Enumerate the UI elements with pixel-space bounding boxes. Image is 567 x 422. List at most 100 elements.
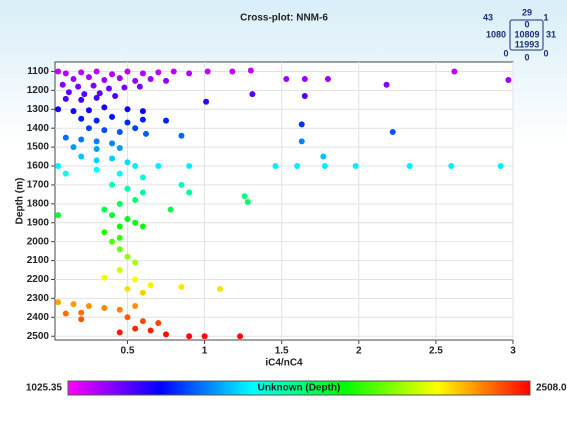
point bbox=[78, 153, 85, 160]
point bbox=[101, 76, 108, 83]
point bbox=[204, 68, 211, 75]
count: 31 bbox=[546, 29, 556, 39]
point bbox=[132, 197, 139, 204]
point bbox=[389, 128, 396, 135]
point bbox=[229, 68, 236, 75]
point bbox=[93, 138, 100, 145]
point bbox=[78, 115, 85, 122]
colorbar bbox=[67, 380, 531, 396]
point bbox=[186, 70, 193, 77]
point bbox=[406, 163, 413, 170]
count: 1 bbox=[543, 12, 548, 22]
point bbox=[90, 82, 97, 89]
point bbox=[139, 318, 146, 325]
point bbox=[448, 163, 455, 170]
point bbox=[294, 163, 301, 170]
count: 0 bbox=[543, 48, 548, 58]
point bbox=[178, 181, 185, 188]
point bbox=[155, 69, 162, 76]
point bbox=[55, 212, 62, 219]
point bbox=[109, 140, 116, 147]
point bbox=[109, 212, 116, 219]
point bbox=[167, 206, 174, 213]
counts-box bbox=[509, 19, 544, 51]
point bbox=[186, 189, 193, 196]
point bbox=[139, 108, 146, 115]
point bbox=[85, 125, 92, 132]
x-tick-label: 1.5 bbox=[275, 346, 289, 357]
point bbox=[116, 145, 123, 152]
point bbox=[147, 327, 154, 334]
point bbox=[62, 70, 69, 77]
count: 0 bbox=[503, 48, 508, 58]
point bbox=[178, 284, 185, 291]
point bbox=[78, 316, 85, 323]
point bbox=[105, 85, 112, 92]
point bbox=[241, 193, 248, 200]
point bbox=[93, 145, 100, 152]
point bbox=[132, 276, 139, 283]
point bbox=[147, 76, 154, 83]
point bbox=[78, 309, 85, 316]
colorbar-min: 1025.35 bbox=[26, 383, 63, 394]
point bbox=[244, 198, 251, 205]
point bbox=[132, 325, 139, 332]
point bbox=[139, 116, 146, 123]
point bbox=[247, 67, 254, 74]
point bbox=[70, 108, 77, 115]
point bbox=[101, 304, 108, 311]
point bbox=[132, 259, 139, 266]
point bbox=[93, 157, 100, 164]
point bbox=[170, 68, 177, 75]
colorbar-label: Unknown (Depth) bbox=[258, 383, 341, 394]
y-tick-label: 2000 bbox=[27, 236, 50, 247]
point bbox=[78, 69, 85, 76]
point bbox=[163, 117, 170, 124]
point bbox=[116, 223, 123, 230]
y-tick-label: 1800 bbox=[27, 198, 50, 209]
point bbox=[217, 285, 224, 292]
point bbox=[96, 90, 103, 97]
point bbox=[116, 128, 123, 135]
point bbox=[55, 299, 62, 306]
point bbox=[85, 74, 92, 81]
point bbox=[81, 91, 88, 98]
point bbox=[163, 331, 170, 338]
count: 1080 bbox=[486, 29, 506, 39]
point bbox=[116, 200, 123, 207]
point bbox=[132, 302, 139, 309]
point bbox=[124, 185, 131, 192]
point bbox=[237, 333, 244, 340]
point bbox=[70, 76, 77, 83]
point bbox=[155, 163, 162, 170]
point bbox=[132, 219, 139, 226]
count: 11993 bbox=[515, 39, 540, 49]
point bbox=[93, 166, 100, 173]
y-tick-label: 2500 bbox=[27, 331, 50, 342]
point bbox=[321, 163, 328, 170]
point bbox=[203, 98, 210, 105]
count: 43 bbox=[483, 12, 493, 22]
point bbox=[124, 215, 131, 222]
point bbox=[101, 206, 108, 213]
point bbox=[124, 253, 131, 260]
point bbox=[85, 302, 92, 309]
point bbox=[139, 70, 146, 77]
point bbox=[55, 163, 62, 170]
point bbox=[178, 132, 185, 139]
point bbox=[101, 127, 108, 134]
point bbox=[70, 301, 77, 308]
point bbox=[116, 267, 123, 274]
point bbox=[272, 163, 279, 170]
point bbox=[451, 68, 458, 75]
count: 10809 bbox=[514, 29, 539, 39]
point bbox=[301, 93, 308, 100]
x-axis-label: iC4/nC4 bbox=[265, 358, 303, 369]
y-axis-label: Depth (m) bbox=[15, 178, 26, 225]
point bbox=[124, 285, 131, 292]
point bbox=[93, 68, 100, 75]
x-tick-label: 3 bbox=[510, 346, 516, 357]
point bbox=[62, 95, 69, 102]
point bbox=[62, 170, 69, 177]
